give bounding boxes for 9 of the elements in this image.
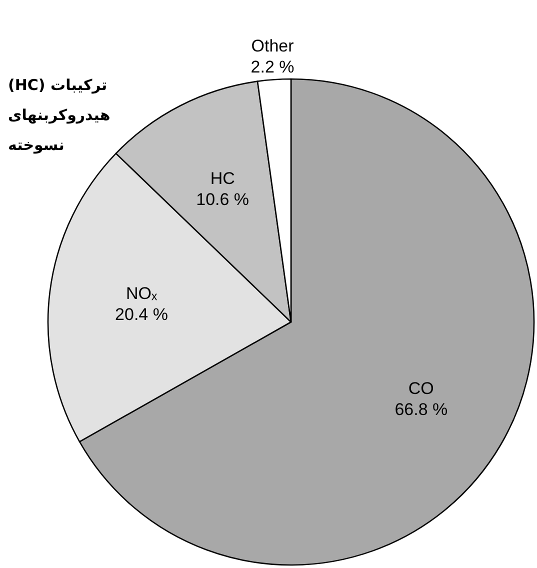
slice-label: CO — [408, 378, 434, 398]
data-label: 2.2 % — [250, 57, 294, 76]
data-label: 66.8 % — [394, 400, 448, 419]
data-label: 10.6 % — [196, 190, 250, 209]
data-label: 20.4 % — [115, 305, 168, 324]
slice-label: NOₓ — [126, 284, 158, 304]
text: ترکیبات (HC) هیدروکربنهای نسوخته — [8, 76, 110, 154]
slice-label: Other — [251, 36, 294, 56]
slice-label: HC — [210, 168, 235, 188]
